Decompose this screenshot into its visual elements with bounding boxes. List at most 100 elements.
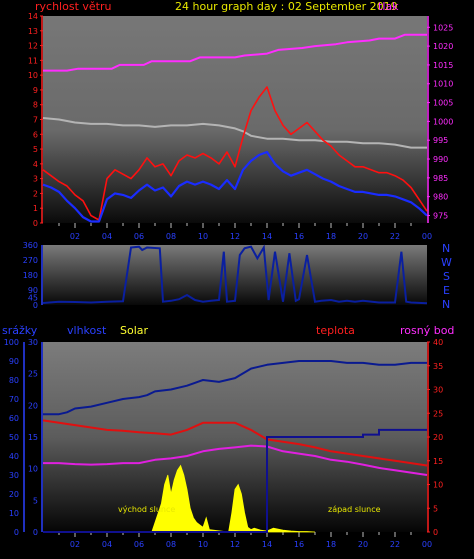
humidity-tick-20: 20 [9,490,19,499]
wind-speed-series [42,86,428,221]
hour-tick-label-18: 18 [326,540,336,549]
hour-tick-label-22: 22 [390,540,400,549]
hour-tick-label-16: 16 [294,540,304,549]
wind-speed-tick-10: 10 [28,71,38,80]
rain-tick-10: 10 [28,465,38,474]
hour-tick-label-00: 00 [422,232,432,241]
direction-label-n-bottom: N [442,298,450,311]
humidity-tick-10: 10 [9,509,19,518]
rain-series [43,428,427,533]
humidity-tick-80: 80 [9,376,19,385]
hour-tick-label-02: 02 [70,232,80,241]
wind-direction-series [42,244,428,305]
wind-speed-tick-11: 11 [28,56,38,65]
temperature-tick-5: 5 [433,504,438,513]
rain-tick-5: 5 [33,496,38,505]
wind-speed-tick-9: 9 [33,86,38,95]
temperature-series [42,419,428,467]
pressure-series [43,33,427,72]
direction-tick-180: 180 [23,271,38,280]
hour-tick-label-12: 12 [230,232,240,241]
pressure-axis-label: tlak [378,0,399,13]
wind-avg-series [42,150,428,223]
direction-label-e: E [443,284,450,297]
hour-tick-label-22: 22 [390,232,400,241]
rain-axis-label: srážky [2,324,38,337]
direction-label-w: W [441,256,452,269]
direction-tick-45: 45 [28,294,38,303]
hour-tick-label-14: 14 [262,540,272,549]
hour-tick-label-20: 20 [358,232,368,241]
pressure-tick-980: 980 [433,193,448,202]
hour-tick-label-10: 10 [198,540,208,549]
humidity-axis-label: vlhkost [67,324,107,337]
wind-speed-tick-6: 6 [33,130,38,139]
wind-speed-tick-7: 7 [33,116,38,125]
hour-tick-label-14: 14 [262,232,272,241]
humidity-tick-90: 90 [9,357,19,366]
wind-speed-tick-3: 3 [33,175,38,184]
hour-tick-label-06: 06 [134,540,144,549]
humidity-tick-60: 60 [9,414,19,423]
wind-speed-tick-14: 14 [28,12,38,21]
rain-tick-0: 0 [33,528,38,537]
wind-speed-tick-1: 1 [33,204,38,213]
temperature-tick-25: 25 [433,409,443,418]
wind-speed-tick-4: 4 [33,160,38,169]
direction-tick-0: 0 [33,301,38,310]
temp-grey-series [42,117,427,149]
temperature-tick-0: 0 [433,528,438,537]
wind-speed-tick-2: 2 [33,189,38,198]
temperature-tick-40: 40 [433,338,443,347]
pressure-tick-1010: 1010 [433,80,453,89]
chart-title: 24 hour graph day : 02 September 2019 [175,0,398,13]
hour-tick-label-16: 16 [294,232,304,241]
hour-tick-label-20: 20 [358,540,368,549]
hour-tick-label-10: 10 [198,232,208,241]
humidity-tick-100: 100 [4,338,19,347]
hour-tick-label-06: 06 [134,232,144,241]
humidity-tick-70: 70 [9,395,19,404]
hour-tick-label-00: 00 [422,540,432,549]
wind-speed-tick-12: 12 [28,42,38,51]
pressure-tick-975: 975 [433,212,448,221]
dew-point-axis-label: rosný bod [400,324,454,337]
wind-speed-tick-8: 8 [33,101,38,110]
rain-tick-15: 15 [28,433,38,442]
direction-label-s: S [443,270,450,283]
dew-point-series [43,444,428,476]
direction-tick-90: 90 [28,286,38,295]
solar-series [151,464,316,533]
sunrise-label: východ slunce [118,505,175,514]
direction-label-n-top: N [442,242,450,255]
hour-tick-label-12: 12 [230,540,240,549]
hour-tick-label-04: 04 [102,540,112,549]
wind-pressure-plot-area [43,16,427,223]
pressure-tick-1000: 1000 [433,117,453,126]
pressure-tick-1015: 1015 [433,61,453,70]
hour-tick-label-02: 02 [70,540,80,549]
temperature-tick-20: 20 [433,433,443,442]
humidity-tick-40: 40 [9,452,19,461]
hour-tick-label-08: 08 [166,540,176,549]
direction-tick-270: 270 [23,256,38,265]
temperature-tick-35: 35 [433,362,443,371]
pressure-tick-995: 995 [433,136,448,145]
wind-speed-tick-5: 5 [33,145,38,154]
pressure-tick-1025: 1025 [433,23,453,32]
sunset-label: západ slunce [328,505,381,514]
wind-speed-tick-0: 0 [33,219,38,228]
temperature-tick-10: 10 [433,481,443,490]
solar-axis-label: Solar [120,324,149,337]
pressure-tick-990: 990 [433,155,448,164]
pressure-tick-1020: 1020 [433,42,453,51]
pressure-tick-1005: 1005 [433,99,453,108]
temperature-axis-label: teplota [316,324,355,337]
wind-speed-tick-13: 13 [28,27,38,36]
temperature-tick-15: 15 [433,457,443,466]
temperature-tick-30: 30 [433,386,443,395]
humidity-tick-30: 30 [9,471,19,480]
rain-tick-30: 30 [28,338,38,347]
humidity-series [43,360,427,416]
